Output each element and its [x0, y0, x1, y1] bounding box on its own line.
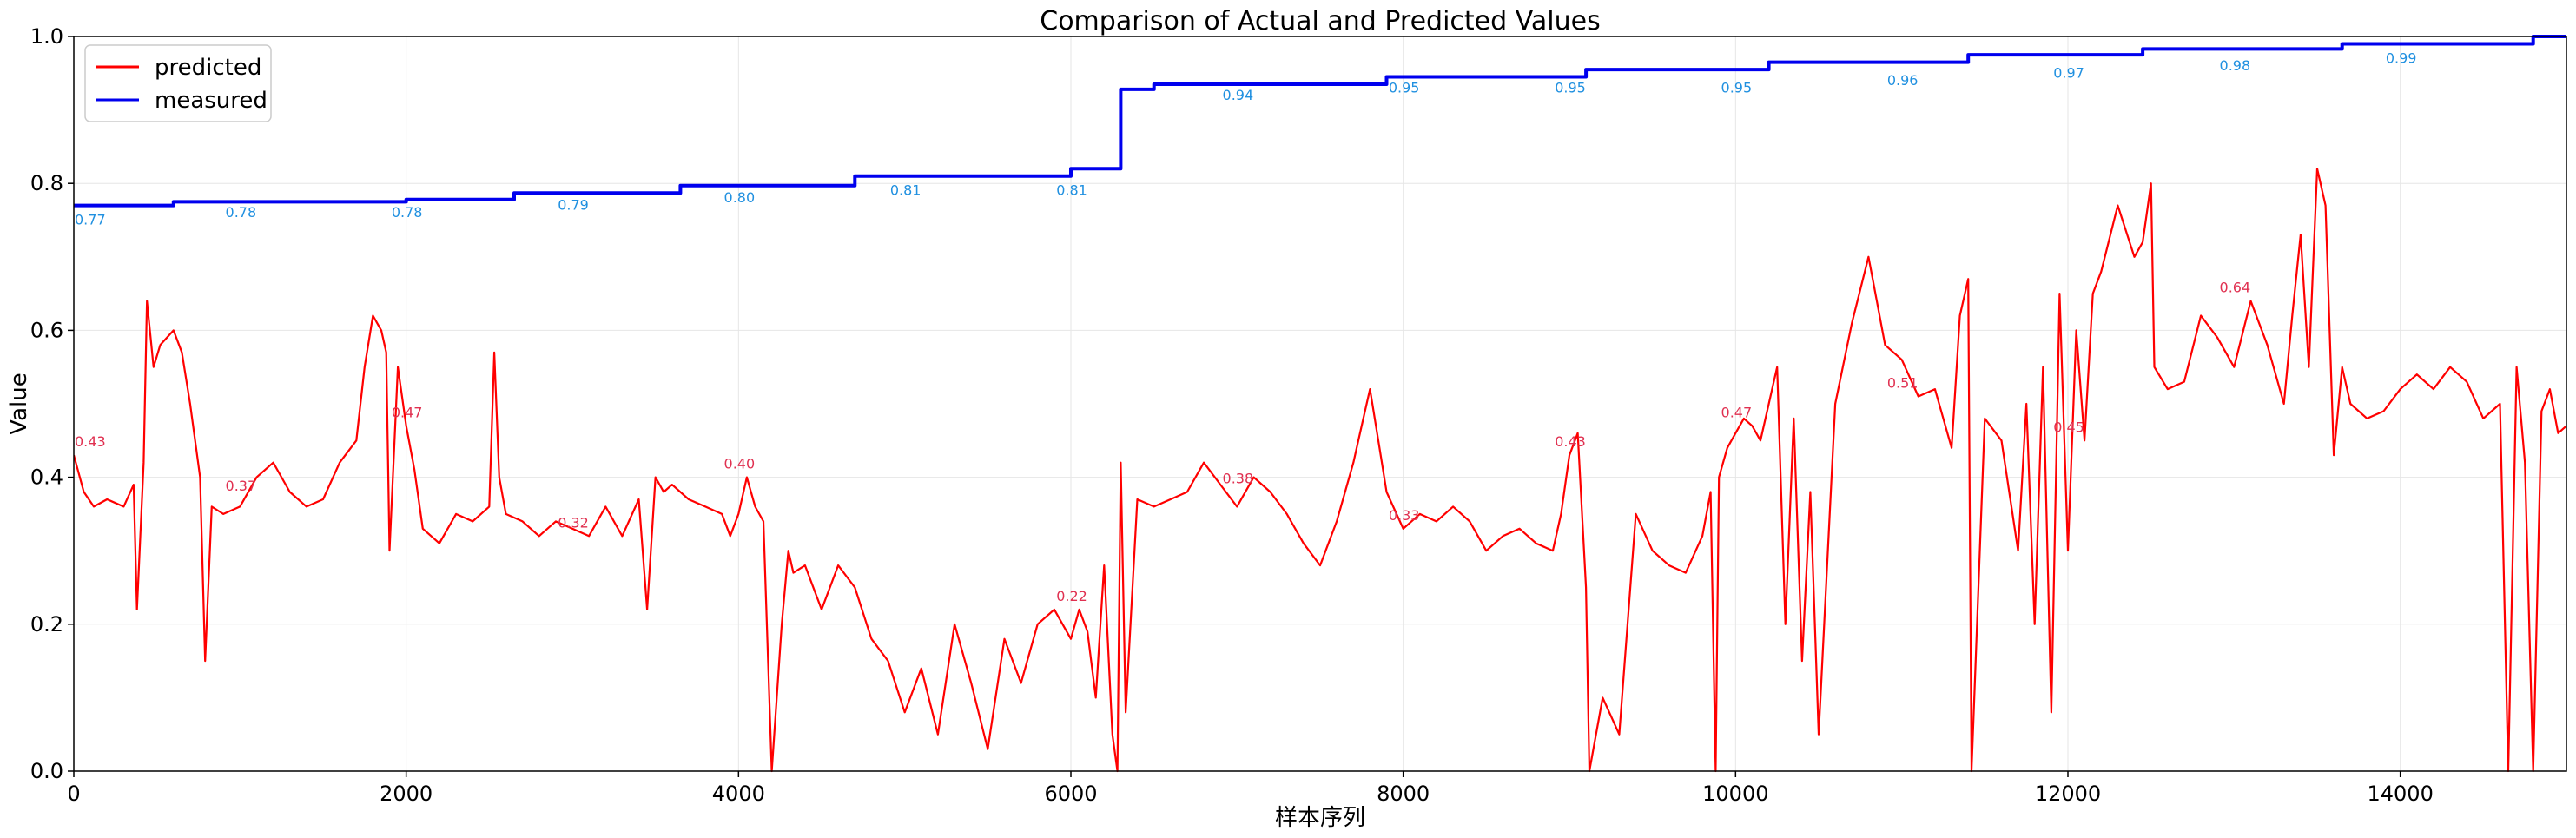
legend-box [84, 44, 272, 122]
x-tick-label: 0 [67, 782, 80, 806]
data-label-measured: 0.77 [75, 212, 106, 228]
data-label-measured: 0.78 [392, 204, 423, 221]
data-label-measured: 0.95 [1555, 79, 1586, 96]
data-label-predicted: 0.40 [724, 456, 756, 472]
y-tick-label: 0.6 [30, 318, 63, 342]
data-labels: 0.43 0.37 0.47 0.32 0.40 0.22 0.38 0.33 0.43 0.47… [75, 49, 2416, 604]
data-label-measured: 0.81 [890, 182, 921, 199]
data-label-measured: 0.99 [2386, 49, 2417, 66]
y-tick-label: 0.4 [30, 465, 63, 490]
data-label-measured: 0.96 [1887, 72, 1919, 89]
data-label-predicted: 0.45 [2053, 419, 2084, 435]
y-tick-label: 1.0 [30, 24, 63, 49]
series-line-predicted [74, 168, 2566, 773]
data-label-predicted: 0.43 [1555, 433, 1586, 450]
data-label-measured: 0.98 [2220, 57, 2251, 74]
legend-measured-label: measured [155, 88, 268, 114]
data-label-measured: 0.94 [1223, 87, 1254, 103]
y-tick-label: 0.8 [30, 171, 63, 195]
data-label-predicted: 0.38 [1223, 471, 1254, 487]
data-label-predicted: 0.43 [75, 433, 106, 450]
data-label-predicted: 0.64 [2220, 280, 2251, 296]
x-tick-label: 12000 [2035, 782, 2101, 806]
data-label-predicted: 0.47 [392, 404, 423, 420]
series-layer [74, 35, 2566, 773]
x-tick-label: 14000 [2367, 782, 2433, 806]
y-axis-label: Value [6, 373, 32, 434]
data-label-measured: 0.80 [724, 189, 756, 206]
data-label-measured: 0.95 [1721, 79, 1753, 96]
data-label-predicted: 0.32 [558, 514, 589, 531]
data-label-predicted: 0.47 [1721, 404, 1753, 420]
chart-title: Comparison of Actual and Predicted Value… [1040, 6, 1600, 36]
data-label-measured: 0.95 [1389, 79, 1420, 96]
data-label-predicted: 0.33 [1389, 507, 1420, 524]
data-label-predicted: 0.51 [1887, 375, 1919, 392]
plot-frame [73, 36, 2567, 772]
axis-ticks: 0 2000 4000 6000 8000 10000 12000 14000 0.0 0.2 0.… [30, 24, 2434, 806]
data-label-measured: 0.97 [2053, 64, 2084, 81]
grid [73, 36, 2566, 772]
x-axis-label: 样本序列 [1275, 805, 1365, 831]
y-tick-label: 0.0 [30, 759, 63, 783]
x-tick-label: 6000 [1044, 782, 1097, 806]
x-tick-label: 10000 [1702, 782, 1768, 806]
legend-predicted-label: predicted [155, 55, 261, 81]
x-tick-label: 4000 [712, 782, 765, 806]
data-label-measured: 0.81 [1056, 182, 1087, 199]
series-line-measured [74, 35, 2566, 208]
data-label-measured: 0.78 [226, 204, 257, 221]
x-tick-label: 2000 [380, 782, 433, 806]
data-label-measured: 0.79 [558, 197, 589, 214]
y-tick-label: 0.2 [30, 612, 63, 637]
legend: predicted measured [84, 44, 272, 122]
x-tick-label: 8000 [1377, 782, 1430, 806]
data-label-predicted: 0.37 [226, 478, 257, 494]
data-label-predicted: 0.22 [1056, 588, 1087, 604]
